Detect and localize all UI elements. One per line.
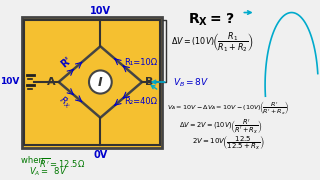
Text: $V_B=8V$: $V_B=8V$: [173, 77, 210, 89]
Circle shape: [89, 70, 112, 94]
Text: B: B: [145, 77, 153, 87]
Text: $V_A = \;\;8V$: $V_A = \;\;8V$: [29, 166, 68, 178]
Text: $\Delta V = (10V)\!\left(\dfrac{R_1}{R_1+R_2}\right)$: $\Delta V = (10V)\!\left(\dfrac{R_1}{R_1…: [172, 31, 254, 54]
Text: R₁=10Ω: R₁=10Ω: [124, 58, 157, 67]
Text: A: A: [47, 77, 56, 87]
Polygon shape: [59, 46, 142, 118]
Text: 10V: 10V: [1, 76, 20, 86]
Text: when: when: [21, 156, 46, 165]
Text: $\overline{\!R'} = 12.5\Omega$: $\overline{\!R'} = 12.5\Omega$: [40, 156, 85, 170]
Bar: [22, 17, 162, 148]
Text: $R_X$: $R_X$: [56, 94, 74, 112]
Text: $2V = 10V\!\left(\dfrac{12.5}{12.5+R_x}\right)$: $2V = 10V\!\left(\dfrac{12.5}{12.5+R_x}\…: [192, 135, 265, 152]
Text: R₂=40Ω: R₂=40Ω: [124, 97, 157, 106]
Text: R': R': [60, 55, 74, 69]
Text: $\Delta V = 2V = (10V)\!\left(\dfrac{R'}{R'+R_x}\right)$: $\Delta V = 2V = (10V)\!\left(\dfrac{R'}…: [179, 117, 262, 136]
Text: 10V: 10V: [90, 6, 111, 16]
Text: I: I: [98, 76, 103, 89]
Text: $\mathbf{R_X = \,?}$: $\mathbf{R_X = \,?}$: [188, 12, 235, 28]
Text: 0V: 0V: [93, 150, 108, 159]
Text: $V_A = 10V - \Delta V_A = 10V - (10V)\!\left(\dfrac{R'}{R'+R_x}\right)$: $V_A = 10V - \Delta V_A = 10V - (10V)\!\…: [167, 99, 289, 116]
